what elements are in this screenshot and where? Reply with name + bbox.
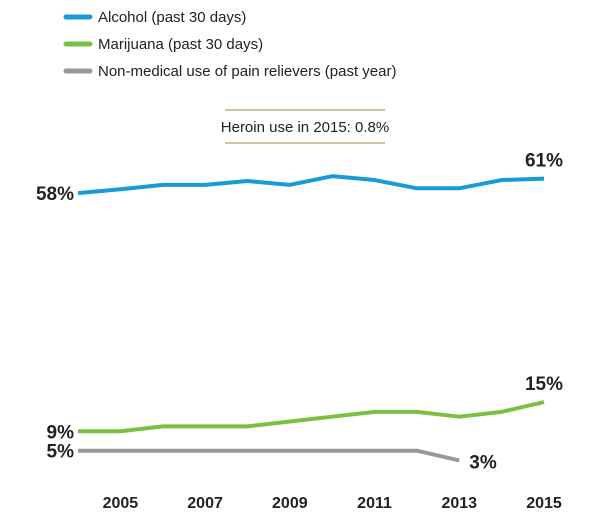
x-tick-label: 2011: [357, 495, 392, 512]
legend-label: Alcohol (past 30 days): [98, 9, 246, 26]
legend-label: Marijuana (past 30 days): [98, 36, 263, 53]
value-label: 5%: [47, 442, 75, 463]
series-line: [77, 174, 545, 196]
legend-label: Non-medical use of pain relievers (past …: [98, 63, 396, 80]
x-tick-label: 2009: [272, 495, 308, 512]
series-line: [78, 400, 545, 434]
value-label: 61%: [525, 151, 563, 172]
annotation: Heroin use in 2015: 0.8%: [221, 119, 389, 136]
value-label: 3%: [469, 452, 497, 473]
value-label: 9%: [47, 422, 75, 443]
value-label: 15%: [525, 374, 563, 395]
x-tick-label: 2013: [441, 495, 477, 512]
x-tick-label: 2015: [526, 495, 562, 512]
series-line: [78, 448, 460, 463]
x-tick-label: 2005: [103, 495, 139, 512]
x-tick-label: 2007: [187, 495, 223, 512]
value-label: 58%: [36, 184, 74, 205]
